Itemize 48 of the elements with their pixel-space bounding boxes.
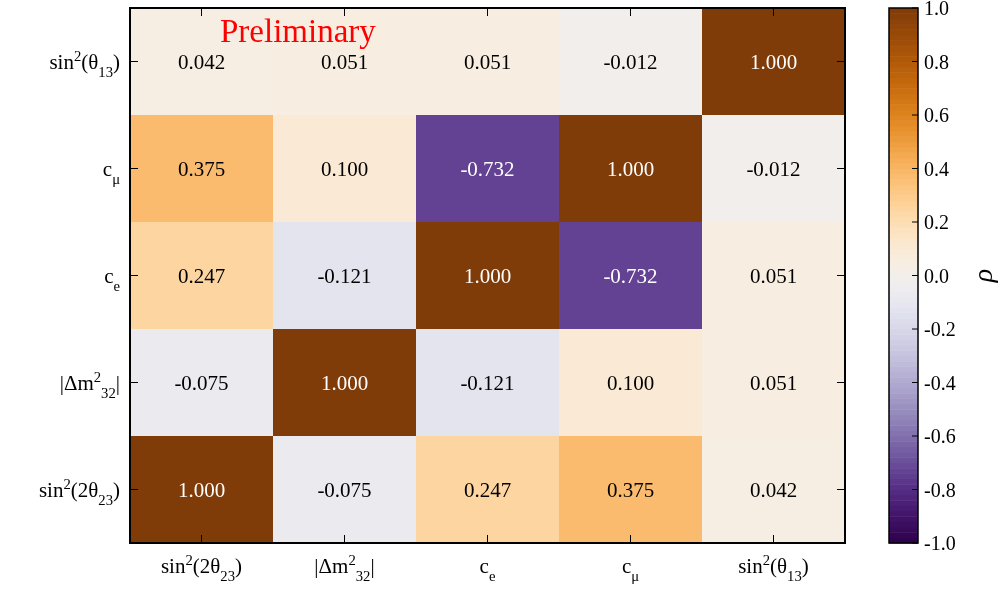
annotation: Preliminary xyxy=(220,13,377,49)
x-tick-label: c$_{μ}$ xyxy=(621,554,640,584)
data-label: 1.000 xyxy=(177,477,226,502)
data-label: -0.121 xyxy=(460,370,515,395)
color-bar-label: 0.0 xyxy=(924,264,949,287)
color-bar-label: -0.2 xyxy=(924,318,956,340)
data-label: 0.100 xyxy=(606,370,655,395)
data-label: 1.000 xyxy=(606,156,655,181)
data-label: 0.375 xyxy=(606,477,655,502)
color-bar-label: 1.0 xyxy=(924,0,949,19)
color-bar-label: 0.6 xyxy=(924,104,949,126)
data-label: 0.051 xyxy=(749,263,798,288)
data-label: 0.051 xyxy=(320,49,369,74)
data-label: -0.012 xyxy=(746,156,801,181)
color-bar-label: -0.4 xyxy=(924,371,956,394)
x-tick-label: c$_{e}$ xyxy=(479,554,496,584)
y-tick-label: sin$^{2}$(θ$_{13}$) xyxy=(49,47,120,80)
x-tick-label: sin$^{2}$(θ$_{13}$) xyxy=(738,552,809,584)
x-tick-label: |Δm$^{2}$$_{32}$| xyxy=(314,552,375,584)
y-tick-label: c$_{e}$ xyxy=(104,263,121,294)
data-label: 1.000 xyxy=(749,49,798,74)
color-bar-label: 0.8 xyxy=(924,50,949,73)
data-label: 0.247 xyxy=(177,263,226,288)
data-label: 0.247 xyxy=(463,477,512,502)
data-label: 0.042 xyxy=(177,49,226,74)
data-label: 0.051 xyxy=(749,370,798,395)
color-bar-label: 0.2 xyxy=(924,211,949,233)
y-tick-label: c$_{μ}$ xyxy=(102,156,121,187)
color-bar-title: ρ xyxy=(967,268,998,284)
x-tick-label: sin$^{2}$(2θ$_{23}$) xyxy=(160,552,243,584)
data-label: 1.000 xyxy=(320,370,369,395)
data-label: -0.121 xyxy=(317,263,372,288)
data-label: -0.732 xyxy=(460,156,515,181)
data-label: 0.375 xyxy=(177,156,226,181)
color-bar-label: -0.6 xyxy=(924,425,956,447)
color-bar-label: 0.4 xyxy=(924,157,949,180)
data-label: -0.075 xyxy=(317,477,372,502)
y-tick-label: |Δm$^{2}$$_{32}$| xyxy=(59,368,120,401)
data-label: -0.012 xyxy=(603,49,658,74)
data-label: -0.075 xyxy=(174,370,229,395)
data-label: 0.042 xyxy=(749,477,798,502)
data-label: 0.100 xyxy=(320,156,369,181)
data-label: 0.051 xyxy=(463,49,512,74)
data-label: 1.000 xyxy=(463,263,512,288)
color-bar-label: -0.8 xyxy=(924,478,956,501)
y-tick-label: sin$^{2}$(2θ$_{23}$) xyxy=(38,475,120,508)
color-bar-label: -1.0 xyxy=(924,532,956,554)
data-label: -0.732 xyxy=(603,263,658,288)
